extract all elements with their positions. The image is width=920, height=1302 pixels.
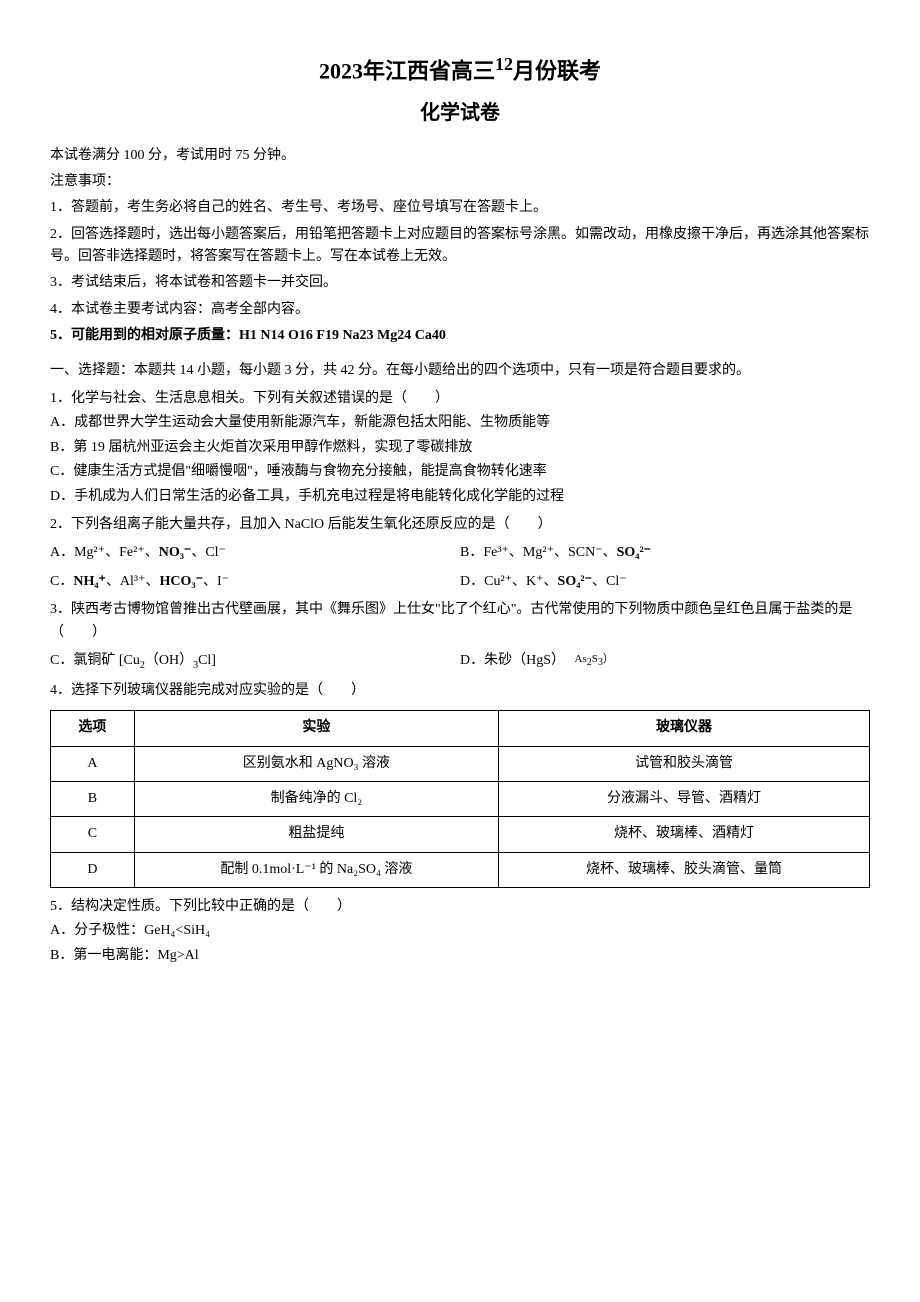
q1-opt-b: B．第 19 届杭州亚运会主火炬首次采用甲醇作燃料，实现了零碳排放 <box>50 437 870 459</box>
q3-stem: 3．陕西考古博物馆曾推出古代壁画展，其中《舞乐图》上仕女"比了个红心"。古代常使… <box>50 599 870 644</box>
q2d-pre: D．Cu²⁺、K⁺、 <box>460 574 558 589</box>
cell-d3: 烧杯、玻璃棒、胶头滴管、量筒 <box>499 852 870 887</box>
notice-1: 1．答题前，考生务必将自己的姓名、考生号、考场号、座位号填写在答题卡上。 <box>50 197 870 219</box>
notice-4: 4．本试卷主要考试内容：高考全部内容。 <box>50 299 870 321</box>
notice-5: 5．可能用到的相对原子质量：H1 N14 O16 F19 Na23 Mg24 C… <box>50 325 870 347</box>
q2d-f1: SO₄²⁻ <box>558 574 592 589</box>
table-header-row: 选项 实验 玻璃仪器 <box>51 711 870 746</box>
cell-c2: 粗盐提纯 <box>134 817 498 852</box>
th-glassware: 玻璃仪器 <box>499 711 870 746</box>
q2-row1: A．Mg²⁺、Fe²⁺、NO₃⁻、Cl⁻ B．Fe³⁺、Mg²⁺、SCN⁻、SO… <box>50 542 870 564</box>
title-month: 12 <box>495 54 513 74</box>
q3d-l: D．朱砂（HgS） <box>460 653 565 668</box>
q3c-r: Cl] <box>198 653 216 668</box>
cell-b2: 制备纯净的 Cl₂ <box>134 781 498 816</box>
q4-table: 选项 实验 玻璃仪器 A 区别氨水和 AgNO₃ 溶液 试管和胶头滴管 B 制备… <box>50 710 870 888</box>
q1-opt-c: C．健康生活方式提倡"细嚼慢咽"，唾液酶与食物充分接触，能提高食物转化速率 <box>50 461 870 483</box>
cell-c3: 烧杯、玻璃棒、酒精灯 <box>499 817 870 852</box>
table-row: A 区别氨水和 AgNO₃ 溶液 试管和胶头滴管 <box>51 746 870 781</box>
th-experiment: 实验 <box>134 711 498 746</box>
q2a-f1: NO₃⁻ <box>159 545 192 560</box>
q3d-stack: As2S3） <box>575 653 614 668</box>
q5-stem: 5．结构决定性质。下列比较中正确的是（ ） <box>50 896 870 918</box>
q2c-m2: 、I⁻ <box>203 574 229 589</box>
q1-opt-a: A．成都世界大学生运动会大量使用新能源汽车，新能源包括太阳能、生物质能等 <box>50 412 870 434</box>
q4-stem: 4．选择下列玻璃仪器能完成对应实验的是（ ） <box>50 680 870 702</box>
q2-opt-d: D．Cu²⁺、K⁺、SO₄²⁻、Cl⁻ <box>460 571 870 593</box>
cell-c1: C <box>51 817 135 852</box>
cell-a1: A <box>51 746 135 781</box>
q2-row2: C．NH₄⁺、Al³⁺、HCO₃⁻、I⁻ D．Cu²⁺、K⁺、SO₄²⁻、Cl⁻ <box>50 571 870 593</box>
q2-opt-b: B．Fe³⁺、Mg²⁺、SCN⁻、SO₄²⁻ <box>460 542 870 564</box>
q2a-mid: 、 <box>191 545 205 560</box>
cell-a2: 区别氨水和 AgNO₃ 溶液 <box>134 746 498 781</box>
q2-opt-a: A．Mg²⁺、Fe²⁺、NO₃⁻、Cl⁻ <box>50 542 460 564</box>
table-row: B 制备纯净的 Cl₂ 分液漏斗、导管、酒精灯 <box>51 781 870 816</box>
cell-a3: 试管和胶头滴管 <box>499 746 870 781</box>
q3c-m: （OH） <box>145 653 193 668</box>
q3c-l: C．氯铜矿 [Cu <box>50 653 140 668</box>
section-1-head: 一、选择题：本题共 14 小题，每小题 3 分，共 42 分。在每小题给出的四个… <box>50 360 870 382</box>
q2c-f2: HCO₃⁻ <box>160 574 203 589</box>
cell-d2: 配制 0.1mol·L⁻¹ 的 Na₂SO₄ 溶液 <box>134 852 498 887</box>
q2d-f2: Cl⁻ <box>606 574 627 589</box>
score-line: 本试卷满分 100 分，考试用时 75 分钟。 <box>50 145 870 167</box>
notice-3: 3．考试结束后，将本试卷和答题卡一并交回。 <box>50 272 870 294</box>
q3-opt-c: C．氯铜矿 [Cu2（OH）3Cl] <box>50 650 460 674</box>
q2c-pre: C． <box>50 574 73 589</box>
title-year: 2023 <box>319 58 363 83</box>
cell-d1: D <box>51 852 135 887</box>
q3-row: C．氯铜矿 [Cu2（OH）3Cl] D．朱砂（HgS） As2S3） <box>50 650 870 674</box>
q3d-ol: As <box>575 653 587 665</box>
q2c-f1: NH₄⁺ <box>73 574 106 589</box>
table-row: D 配制 0.1mol·L⁻¹ 的 Na₂SO₄ 溶液 烧杯、玻璃棒、胶头滴管、… <box>51 852 870 887</box>
q2-stem: 2．下列各组离子能大量共存，且加入 NaClO 后能发生氧化还原反应的是（ ） <box>50 514 870 536</box>
notice-head: 注意事项： <box>50 171 870 193</box>
q2b-pre: B．Fe³⁺、Mg²⁺、SCN⁻、 <box>460 545 617 560</box>
notice-2: 2．回答选择题时，选出每小题答案后，用铅笔把答题卡上对应题目的答案标号涂黑。如需… <box>50 224 870 269</box>
q5-opt-a: A．分子极性：GeH₄<SiH₄ <box>50 920 870 942</box>
title-mid2: 月份联考 <box>513 58 601 83</box>
q2-opt-c: C．NH₄⁺、Al³⁺、HCO₃⁻、I⁻ <box>50 571 460 593</box>
q3-opt-d: D．朱砂（HgS） As2S3） <box>460 650 870 674</box>
q1-stem: 1．化学与社会、生活息息相关。下列有关叙述错误的是（ ） <box>50 388 870 410</box>
q2c-m1: 、Al³⁺、 <box>106 574 160 589</box>
q2d-mid: 、 <box>592 574 606 589</box>
cell-b1: B <box>51 781 135 816</box>
title-mid1: 年江西省高三 <box>363 58 495 83</box>
q1-opt-d: D．手机成为人们日常生活的必备工具，手机充电过程是将电能转化成化学能的过程 <box>50 486 870 508</box>
cell-b3: 分液漏斗、导管、酒精灯 <box>499 781 870 816</box>
q5-opt-b: B．第一电离能：Mg>Al <box>50 945 870 967</box>
exam-title: 2023年江西省高三12月份联考 <box>50 50 870 89</box>
exam-subtitle: 化学试卷 <box>50 97 870 129</box>
table-row: C 粗盐提纯 烧杯、玻璃棒、酒精灯 <box>51 817 870 852</box>
th-option: 选项 <box>51 711 135 746</box>
q2b-f1: SO₄²⁻ <box>617 545 651 560</box>
q3d-or: ） <box>603 653 614 665</box>
q2a-pre: A．Mg²⁺、Fe²⁺、 <box>50 545 159 560</box>
q2a-f2: Cl⁻ <box>205 545 226 560</box>
